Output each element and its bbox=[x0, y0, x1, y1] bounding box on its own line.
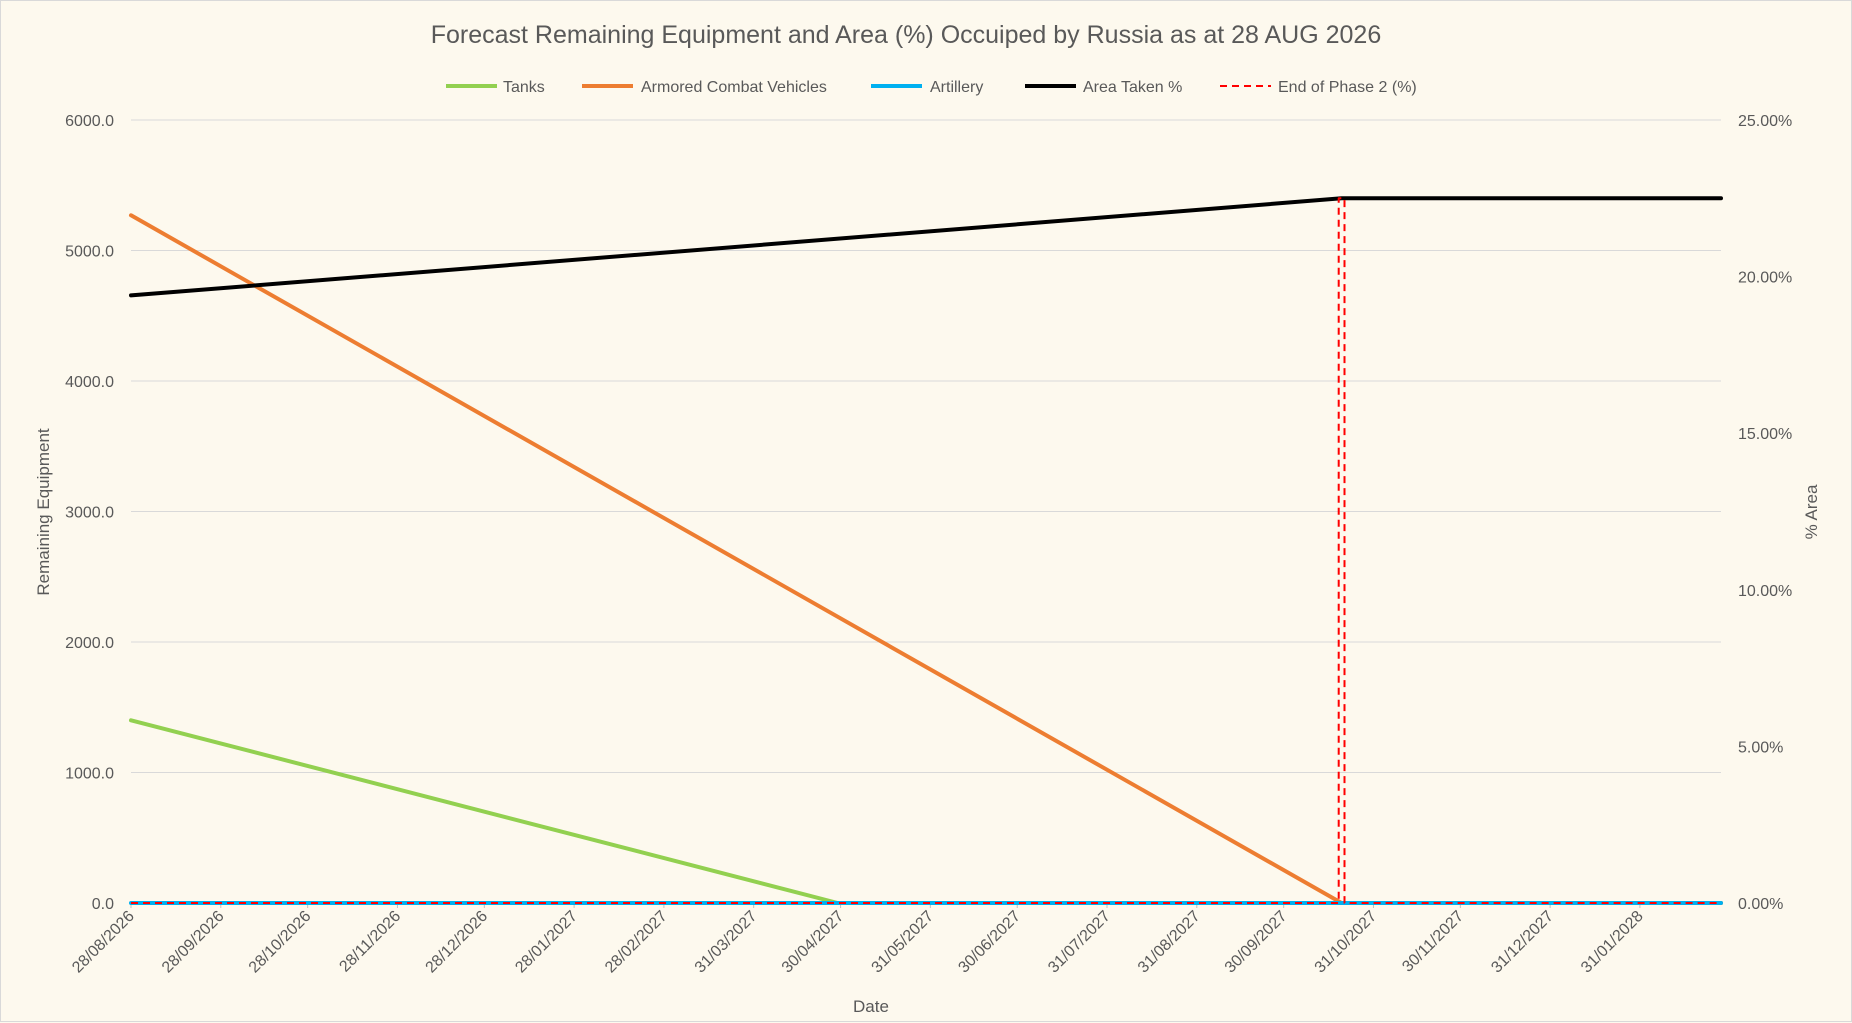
legend-item-area-taken: Area Taken % bbox=[1025, 79, 1182, 96]
y-tick-label: 1000.0 bbox=[65, 766, 114, 783]
y2-tick-label: 0.00% bbox=[1738, 896, 1783, 913]
legend-label-end-of-phase-2: End of Phase 2 (%) bbox=[1278, 79, 1417, 96]
legend-label-artillery: Artillery bbox=[930, 79, 983, 96]
y2-axis-title: % Area bbox=[1802, 484, 1821, 539]
x-tick-label: 30/11/2027 bbox=[1399, 908, 1467, 976]
x-tick-label: 31/08/2027 bbox=[1135, 908, 1204, 977]
series-line-end-of-phase-2 bbox=[131, 197, 1721, 904]
legend-label-tanks: Tanks bbox=[503, 79, 545, 96]
legend-item-artillery: Artillery bbox=[871, 79, 983, 96]
x-tick-label: 28/01/2027 bbox=[512, 908, 581, 977]
y2-tick-label: 10.00% bbox=[1738, 583, 1792, 600]
x-tick-label: 31/05/2027 bbox=[869, 908, 938, 977]
legend-label-area-taken: Area Taken % bbox=[1083, 79, 1182, 96]
chart-title: Forecast Remaining Equipment and Area (%… bbox=[431, 21, 1382, 49]
x-axis-title: Date bbox=[853, 997, 889, 1016]
legend-item-end-of-phase-2: End of Phase 2 (%) bbox=[1220, 79, 1417, 96]
legend-item-armored-combat-vehicles: Armored Combat Vehicles bbox=[582, 79, 827, 96]
gridlines bbox=[131, 119, 1721, 773]
y-tick-label: 6000.0 bbox=[65, 113, 114, 130]
y-axis-title: Remaining Equipment bbox=[34, 428, 53, 596]
y-tick-label: 5000.0 bbox=[65, 244, 114, 261]
x-tick-label: 31/12/2027 bbox=[1488, 908, 1557, 977]
x-tick-label: 31/07/2027 bbox=[1045, 908, 1114, 977]
y2-tick-label: 15.00% bbox=[1738, 426, 1792, 443]
series-line-tanks bbox=[129, 718, 1723, 905]
y2-tick-label: 5.00% bbox=[1738, 739, 1783, 756]
y2-tick-label: 25.00% bbox=[1738, 113, 1792, 130]
series-line-area-taken bbox=[129, 196, 1723, 298]
x-tick-label: 28/10/2026 bbox=[246, 908, 315, 977]
series-line-armored-combat-vehicles bbox=[129, 213, 1723, 905]
x-tick-label: 31/10/2027 bbox=[1312, 908, 1381, 977]
legend: Tanks Armored Combat Vehicles Artillery … bbox=[446, 79, 1417, 96]
legend-item-tanks: Tanks bbox=[446, 79, 545, 96]
y-tick-label: 0.0 bbox=[92, 896, 114, 913]
tick-labels: 0.0 1000.0 2000.0 3000.0 4000.0 5000.0 6000.0 0… bbox=[65, 113, 1792, 976]
y-tick-label: 3000.0 bbox=[65, 505, 114, 522]
x-tick-label: 28/02/2027 bbox=[602, 908, 671, 977]
legend-label-armored-combat-vehicles: Armored Combat Vehicles bbox=[641, 79, 827, 96]
x-tick-label: 28/08/2026 bbox=[69, 908, 138, 977]
y-tick-label: 4000.0 bbox=[65, 374, 114, 391]
x-tick-label: 31/03/2027 bbox=[692, 908, 761, 977]
y-tick-label: 2000.0 bbox=[65, 635, 114, 652]
y2-tick-label: 20.00% bbox=[1738, 270, 1792, 287]
x-tick-label: 28/11/2026 bbox=[336, 908, 404, 976]
x-tick-label: 28/12/2026 bbox=[423, 908, 492, 977]
series-lines bbox=[129, 196, 1723, 905]
x-tick-label: 30/09/2027 bbox=[1222, 908, 1291, 977]
x-tick-label: 28/09/2026 bbox=[159, 908, 228, 977]
x-tick-label: 31/01/2028 bbox=[1578, 908, 1647, 977]
x-tick-label: 30/04/2027 bbox=[779, 908, 848, 977]
x-tick-label: 30/06/2027 bbox=[955, 908, 1024, 977]
